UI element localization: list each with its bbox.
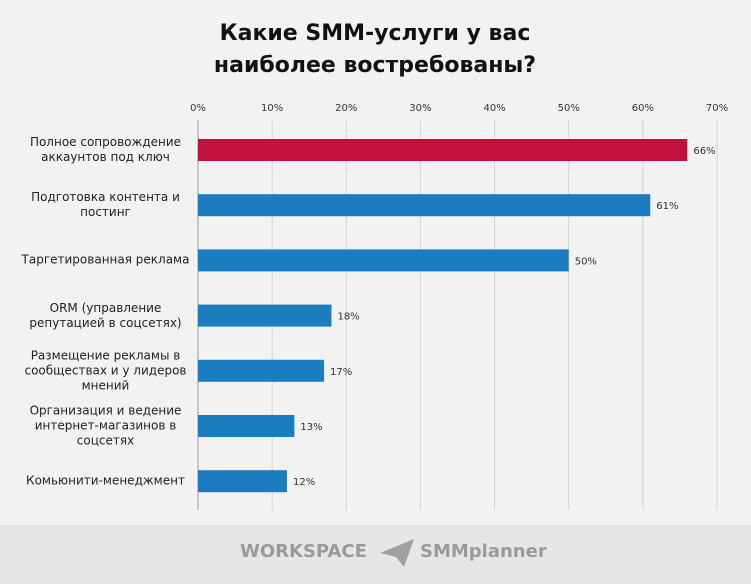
y-tick-label: Организация и ведение интернет-магазинов…: [29, 403, 182, 448]
value-label: 66%: [693, 146, 715, 157]
y-tick-label: Комьюнити-менеджмент: [26, 473, 185, 488]
bar: [198, 139, 688, 161]
bar: [198, 470, 287, 493]
x-tick-label: 30%: [409, 103, 431, 114]
x-tick-label: 40%: [483, 103, 505, 114]
bar: [198, 359, 325, 382]
x-tick-label: 70%: [706, 103, 728, 114]
value-label: 13%: [300, 422, 322, 433]
bar: [198, 194, 651, 217]
x-tick-label: 60%: [632, 103, 654, 114]
chart: 0% 10% 20% 30% 40% 50% 60% 70% 66% 61% 50% 18% 17% 13…: [190, 103, 728, 510]
y-tick-label: Таргетированная реклама: [21, 252, 190, 267]
value-label: 18%: [337, 312, 359, 323]
y-tick-label: Полное сопровождение аккаунтов под ключ: [29, 135, 182, 164]
x-tick-label: 10%: [261, 103, 283, 114]
value-label: 17%: [330, 367, 352, 378]
logo: SMMplanner: [420, 541, 547, 562]
y-tick-label: Подготовка контента и постинг: [31, 190, 180, 220]
value-label: 12%: [293, 477, 315, 488]
value-label: 61%: [656, 201, 678, 212]
x-tick-label: 20%: [335, 103, 357, 114]
chart-title: Какие SMM-услуги у вас наиболее востребо…: [213, 21, 537, 78]
logo-icon: [380, 539, 414, 567]
footer: WORKSPACE SMMplanner: [0, 525, 751, 584]
x-tick-label: 0%: [190, 103, 206, 114]
value-label: 50%: [575, 256, 597, 267]
bar: [198, 249, 569, 272]
y-tick-label: Размещение рекламы в сообществах и у лид…: [24, 348, 187, 393]
bar: [198, 415, 295, 437]
bar: [198, 304, 332, 327]
logo: WORKSPACE: [240, 541, 367, 562]
x-tick-label: 50%: [558, 103, 580, 114]
y-tick-label: ORM (управление репутацией в соцсетях): [29, 300, 182, 330]
